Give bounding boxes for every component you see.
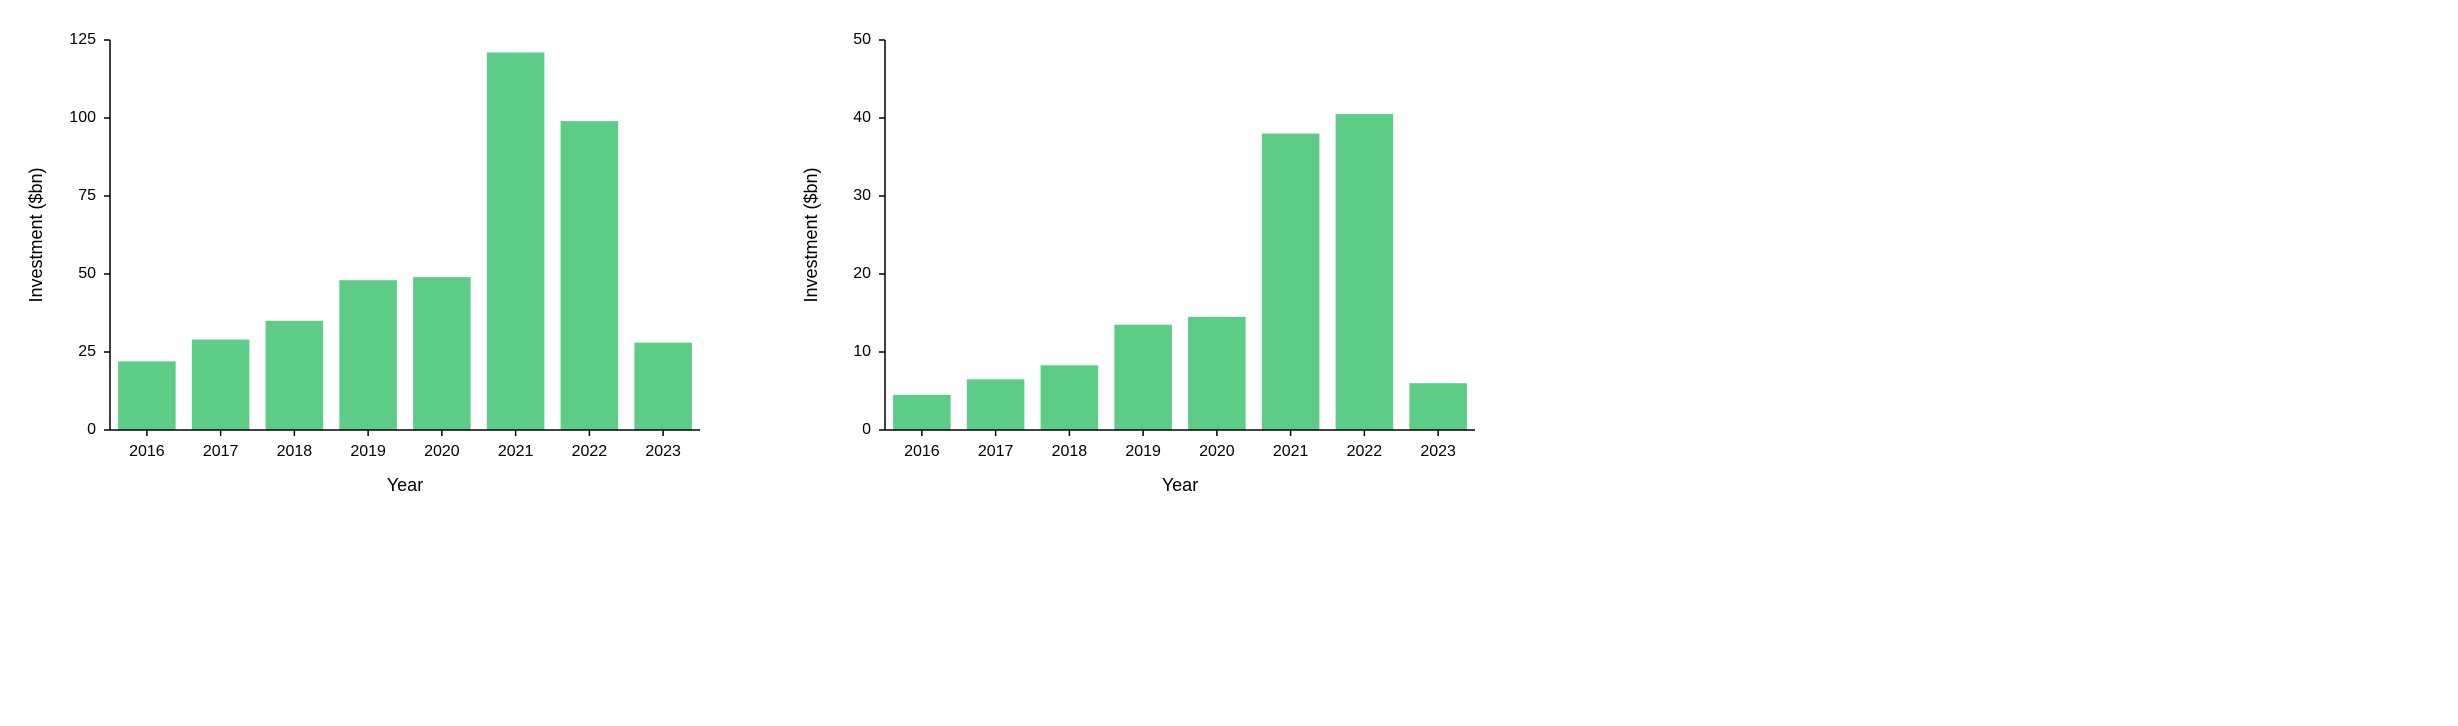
- bar: [118, 361, 176, 430]
- bar: [266, 321, 324, 430]
- bar: [1041, 365, 1099, 430]
- x-tick-label: 2022: [572, 443, 608, 460]
- bar: [1188, 317, 1246, 430]
- y-tick-label: 50: [78, 265, 96, 282]
- x-tick-label: 2023: [1420, 443, 1456, 460]
- x-tick-label: 2016: [129, 443, 165, 460]
- bar: [192, 340, 250, 430]
- y-axis-label: Investment ($bn): [801, 167, 821, 302]
- x-axis-label: Year: [1162, 475, 1198, 495]
- x-tick-label: 2023: [645, 443, 681, 460]
- chart-right-svg: 0 10 20 30 40 50 2016 2017 2018 2019 2020 2021 2022 2…: [795, 20, 1490, 515]
- x-tick-label: 2020: [1199, 443, 1235, 460]
- x-tick-label: 2021: [1273, 443, 1309, 460]
- x-tick-label: 2021: [498, 443, 534, 460]
- x-tick-label: 2017: [978, 443, 1014, 460]
- chart-left-svg: 0 25 50 75 100 125 2016 2017 2018 2019 2020 2021 202…: [20, 20, 715, 515]
- x-tick-label: 2019: [350, 443, 386, 460]
- y-tick-label: 0: [87, 421, 96, 438]
- y-tick-label: 75: [78, 187, 96, 204]
- bar: [413, 277, 471, 430]
- bar: [561, 121, 619, 430]
- bar: [1114, 325, 1172, 430]
- x-tick-label: 2022: [1347, 443, 1383, 460]
- bar: [967, 379, 1025, 430]
- x-tick-label: 2020: [424, 443, 460, 460]
- y-tick-label: 10: [853, 343, 871, 360]
- x-tick-label: 2018: [1052, 443, 1088, 460]
- y-tick-label: 125: [69, 31, 96, 48]
- bar: [634, 343, 692, 430]
- y-axis-label: Investment ($bn): [26, 167, 46, 302]
- x-tick-label: 2017: [203, 443, 239, 460]
- bar: [339, 280, 397, 430]
- bar: [893, 395, 951, 430]
- bar: [1262, 134, 1320, 430]
- charts-container: 0255075100125201620172018201920202021202…: [20, 20, 2438, 515]
- bar: [487, 52, 545, 430]
- y-tick-label: 0: [862, 421, 871, 438]
- y-tick-label: 20: [853, 265, 871, 282]
- x-tick-label: 2019: [1125, 443, 1161, 460]
- x-tick-label: 2016: [904, 443, 940, 460]
- chart-left: 0 25 50 75 100 125 2016 2017 2018 2019 2020 2021 202…: [20, 20, 715, 515]
- y-tick-label: 50: [853, 31, 871, 48]
- bar: [1336, 114, 1394, 430]
- y-tick-label: 40: [853, 109, 871, 126]
- x-tick-label: 2018: [277, 443, 313, 460]
- x-axis-label: Year: [387, 475, 423, 495]
- chart-right: 0 10 20 30 40 50 2016 2017 2018 2019 2020 2021 2022 2…: [795, 20, 1490, 515]
- bar: [1409, 383, 1467, 430]
- y-tick-label: 25: [78, 343, 96, 360]
- y-tick-label: 100: [69, 109, 96, 126]
- y-tick-label: 30: [853, 187, 871, 204]
